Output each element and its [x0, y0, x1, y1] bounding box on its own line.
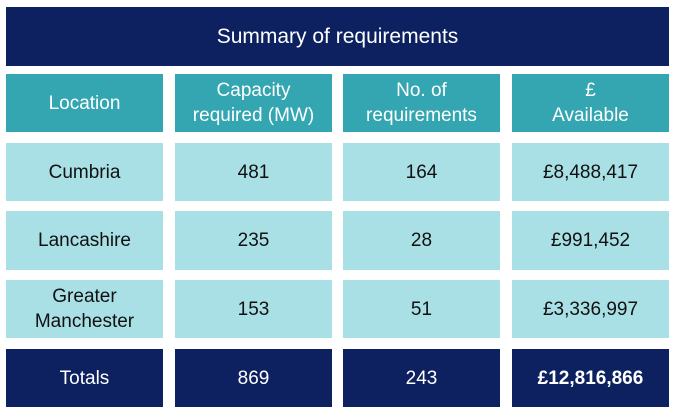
row-requirements: 164 [343, 143, 500, 201]
row-capacity: 235 [175, 211, 332, 270]
row-capacity: 153 [175, 280, 332, 338]
row-requirements: 28 [343, 211, 500, 270]
row-location: Lancashire [6, 211, 163, 270]
header-requirements: No. of requirements [343, 74, 500, 132]
totals-available: £12,816,866 [512, 349, 669, 407]
totals-requirements: 243 [343, 349, 500, 407]
header-available: £ Available [512, 74, 669, 132]
row-capacity: 481 [175, 143, 332, 201]
row-available: £8,488,417 [512, 143, 669, 201]
header-capacity: Capacity required (MW) [175, 74, 332, 132]
row-available: £3,336,997 [512, 280, 669, 338]
row-requirements: 51 [343, 280, 500, 338]
row-location: Cumbria [6, 143, 163, 201]
totals-capacity: 869 [175, 349, 332, 407]
table-title: Summary of requirements [6, 7, 669, 66]
row-available: £991,452 [512, 211, 669, 270]
totals-label: Totals [6, 349, 163, 407]
row-location: Greater Manchester [6, 280, 163, 338]
header-location: Location [6, 74, 163, 132]
